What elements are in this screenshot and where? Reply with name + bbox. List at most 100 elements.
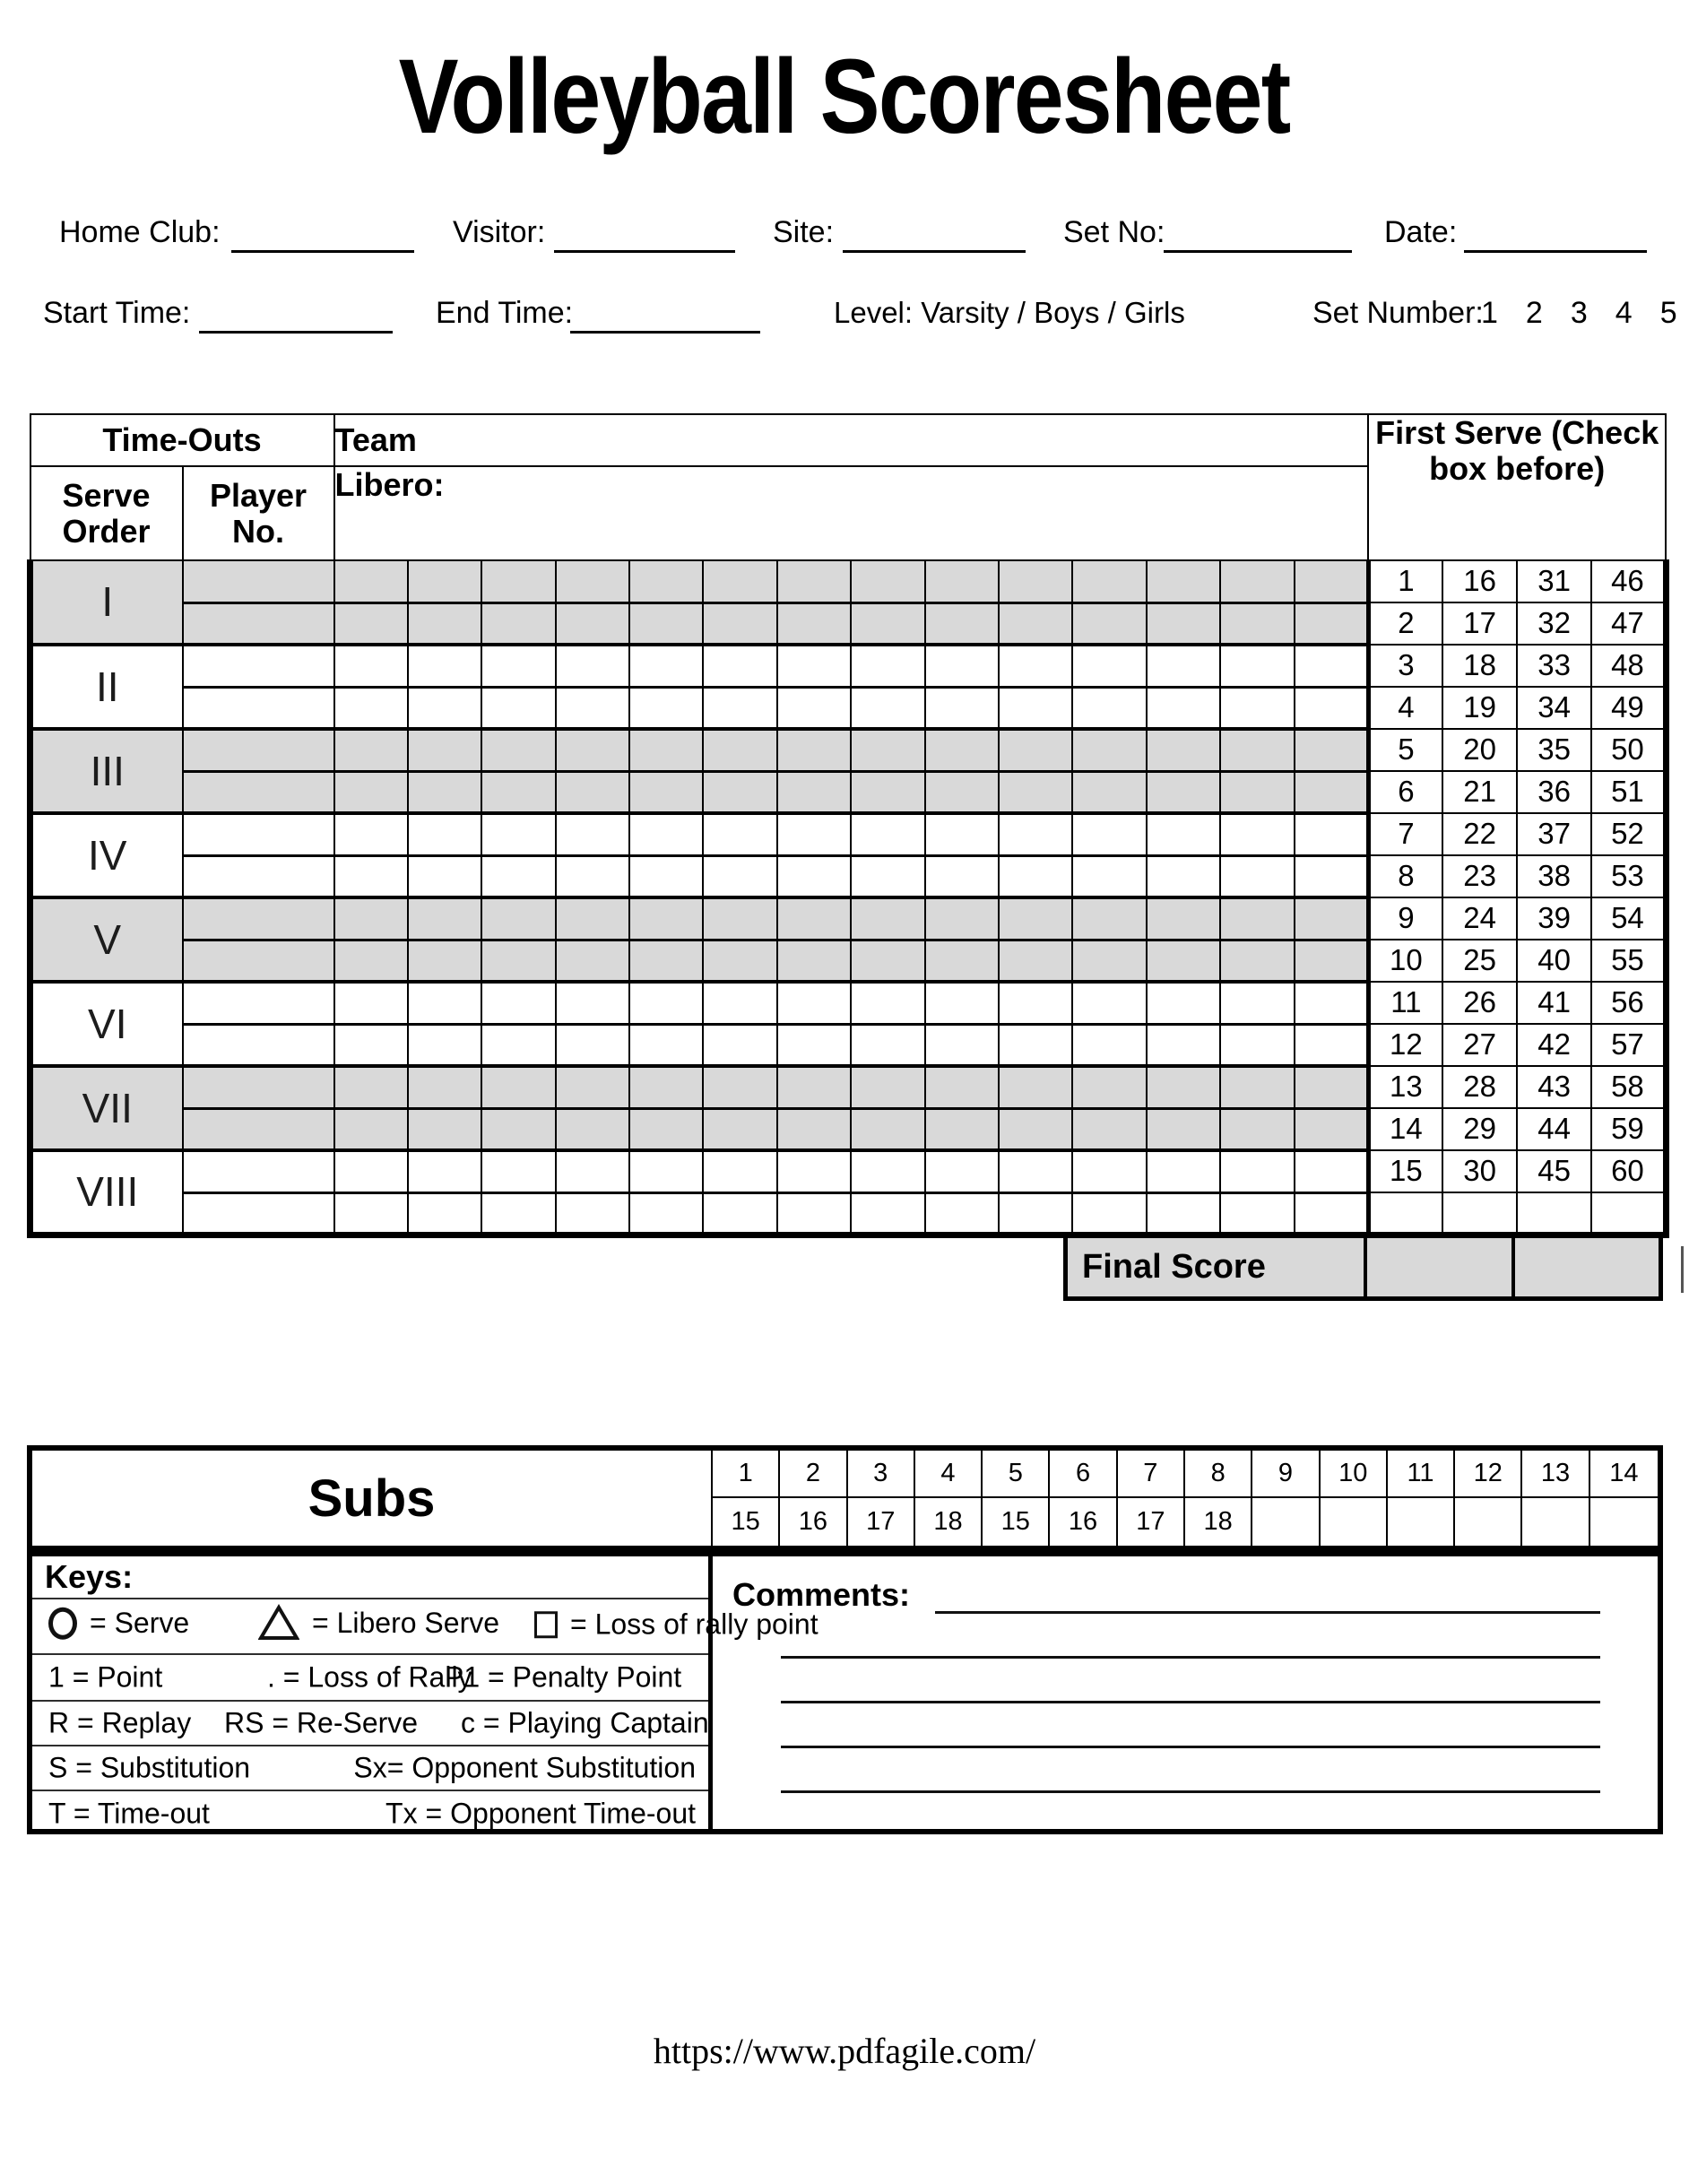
subs-number[interactable]	[1522, 1498, 1590, 1546]
score-cell[interactable]	[1071, 727, 1148, 772]
subs-number[interactable]: 15	[713, 1498, 781, 1546]
score-cell[interactable]	[923, 896, 1000, 940]
subs-number[interactable]: 8	[1184, 1451, 1253, 1498]
first-serve-number[interactable]: 30	[1442, 1149, 1519, 1193]
score-cell[interactable]	[406, 1191, 483, 1238]
score-cell[interactable]	[628, 1022, 705, 1067]
score-cell[interactable]	[481, 643, 557, 688]
score-cell[interactable]	[1071, 1191, 1148, 1238]
score-cell[interactable]	[702, 1064, 778, 1109]
score-cell[interactable]	[923, 980, 1000, 1025]
player-no-cell[interactable]	[181, 811, 335, 856]
score-cell[interactable]	[333, 769, 409, 814]
score-cell[interactable]	[628, 559, 705, 603]
first-serve-number[interactable]: 23	[1442, 854, 1519, 898]
score-cell[interactable]	[554, 727, 631, 772]
score-cell[interactable]	[1145, 1022, 1222, 1067]
score-cell[interactable]	[481, 896, 557, 940]
first-serve-number[interactable]: 51	[1590, 770, 1669, 814]
score-cell[interactable]	[406, 601, 483, 646]
first-serve-number[interactable]: 15	[1365, 1149, 1444, 1193]
first-serve-number[interactable]: 47	[1590, 602, 1669, 646]
comments-line[interactable]	[781, 1659, 1600, 1703]
score-cell[interactable]	[554, 769, 631, 814]
score-cell[interactable]	[775, 1106, 853, 1151]
score-cell[interactable]	[333, 643, 409, 688]
score-cell[interactable]	[406, 1064, 483, 1109]
site-field[interactable]	[843, 213, 1026, 253]
subs-number[interactable]: 1	[713, 1451, 781, 1498]
score-cell[interactable]	[702, 854, 778, 898]
set-number-option-1[interactable]: 1	[1481, 296, 1498, 330]
score-cell[interactable]	[775, 1191, 853, 1238]
score-cell[interactable]	[1071, 896, 1148, 940]
score-cell[interactable]	[554, 854, 631, 898]
score-cell[interactable]	[406, 938, 483, 983]
first-serve-number[interactable]: 26	[1442, 981, 1519, 1025]
set-number-option-3[interactable]: 3	[1570, 296, 1588, 330]
score-cell[interactable]	[923, 854, 1000, 898]
score-cell[interactable]	[702, 896, 778, 940]
subs-number[interactable]: 17	[1118, 1498, 1185, 1546]
first-serve-number[interactable]: 53	[1590, 854, 1669, 898]
score-cell[interactable]	[554, 1064, 631, 1109]
subs-number[interactable]: 9	[1252, 1451, 1321, 1498]
score-cell[interactable]	[481, 854, 557, 898]
score-cell[interactable]	[998, 685, 1074, 730]
score-cell[interactable]	[923, 601, 1000, 646]
first-serve-number[interactable]: 36	[1516, 770, 1593, 814]
score-cell[interactable]	[850, 601, 926, 646]
score-cell[interactable]	[628, 938, 705, 983]
first-serve-number[interactable]: 4	[1365, 686, 1444, 730]
score-cell[interactable]	[998, 896, 1074, 940]
score-cell[interactable]	[923, 1064, 1000, 1109]
score-cell[interactable]	[775, 1148, 853, 1193]
first-serve-number[interactable]: 59	[1590, 1107, 1669, 1151]
score-cell[interactable]	[406, 559, 483, 603]
comments-line[interactable]	[781, 1748, 1600, 1793]
score-cell[interactable]	[1293, 1148, 1370, 1193]
first-serve-number[interactable]: 42	[1516, 1023, 1593, 1067]
subs-number[interactable]: 13	[1522, 1451, 1590, 1498]
score-cell[interactable]	[702, 1106, 778, 1151]
score-cell[interactable]	[333, 727, 409, 772]
subs-number[interactable]: 11	[1387, 1451, 1456, 1498]
score-cell[interactable]	[702, 559, 778, 603]
score-cell[interactable]	[1145, 1191, 1222, 1238]
score-cell[interactable]	[554, 643, 631, 688]
score-cell[interactable]	[998, 601, 1074, 646]
score-cell[interactable]	[406, 769, 483, 814]
score-cell[interactable]	[1145, 1106, 1222, 1151]
score-cell[interactable]	[998, 559, 1074, 603]
score-cell[interactable]	[850, 938, 926, 983]
score-cell[interactable]	[923, 1148, 1000, 1193]
score-cell[interactable]	[333, 1148, 409, 1193]
first-serve-number[interactable]	[1590, 1192, 1669, 1238]
score-cell[interactable]	[1071, 643, 1148, 688]
subs-number[interactable]: 12	[1455, 1451, 1523, 1498]
subs-number[interactable]	[1252, 1498, 1321, 1546]
subs-number[interactable]: 5	[983, 1451, 1051, 1498]
score-cell[interactable]	[628, 769, 705, 814]
score-cell[interactable]	[775, 896, 853, 940]
score-cell[interactable]	[628, 896, 705, 940]
score-cell[interactable]	[775, 1022, 853, 1067]
first-serve-number[interactable]: 57	[1590, 1023, 1669, 1067]
first-serve-number[interactable]: 44	[1516, 1107, 1593, 1151]
score-cell[interactable]	[702, 811, 778, 856]
first-serve-number[interactable]: 37	[1516, 812, 1593, 856]
score-cell[interactable]	[1145, 980, 1222, 1025]
score-cell[interactable]	[1145, 938, 1222, 983]
score-cell[interactable]	[628, 727, 705, 772]
score-cell[interactable]	[1219, 643, 1295, 688]
score-cell[interactable]	[406, 1022, 483, 1067]
score-cell[interactable]	[1293, 769, 1370, 814]
score-cell[interactable]	[923, 811, 1000, 856]
score-cell[interactable]	[1293, 1106, 1370, 1151]
score-cell[interactable]	[1293, 854, 1370, 898]
score-cell[interactable]	[1219, 854, 1295, 898]
comments-line[interactable]	[935, 1567, 1600, 1614]
subs-number[interactable]: 6	[1050, 1451, 1118, 1498]
score-cell[interactable]	[850, 559, 926, 603]
first-serve-number[interactable]: 19	[1442, 686, 1519, 730]
